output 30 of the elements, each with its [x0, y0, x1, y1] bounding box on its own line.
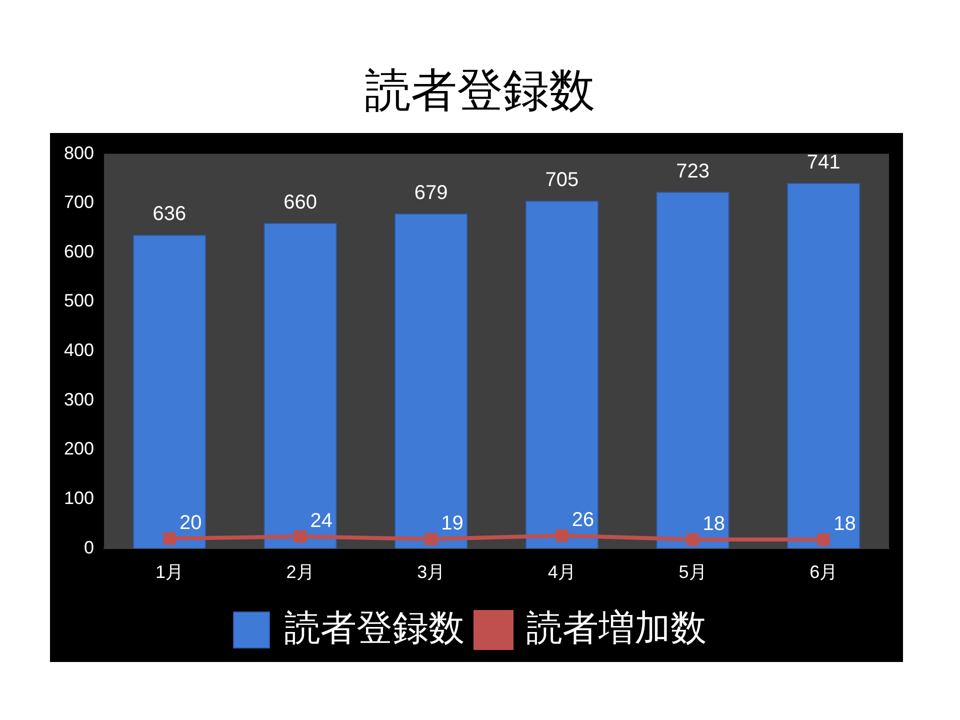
y-tick-label: 500: [64, 290, 94, 311]
x-tick-label: 6月: [810, 562, 838, 582]
data-label: 660: [284, 191, 317, 214]
data-label: 19: [441, 512, 464, 535]
y-tick-label: 700: [64, 192, 94, 212]
y-tick-label: 400: [64, 340, 94, 360]
x-tick-label: 5月: [678, 562, 707, 582]
y-tick-label: 0: [84, 537, 94, 558]
data-label: 705: [545, 169, 579, 192]
y-tick-label: 600: [64, 241, 94, 262]
x-tick-label: 2月: [286, 562, 314, 582]
legend-label: 読者登録数: [284, 606, 464, 648]
data-label: 636: [152, 203, 186, 226]
y-tick-label: 300: [64, 389, 94, 410]
data-label: 24: [310, 510, 333, 532]
x-tick-label: 4月: [548, 562, 576, 582]
data-label: 741: [806, 151, 840, 174]
data-label: 18: [702, 513, 726, 536]
y-tick-label: 100: [64, 488, 94, 508]
data-label: 723: [676, 160, 710, 182]
data-label: 679: [414, 182, 448, 204]
y-tick-label: 200: [64, 438, 94, 459]
y-tick-label: 800: [64, 142, 94, 163]
legend-label: 読者増加数: [526, 606, 706, 648]
data-label: 18: [834, 513, 856, 536]
chart-title: 読者登録数: [364, 63, 596, 118]
data-label: 20: [179, 512, 202, 534]
data-label: 26: [572, 509, 594, 532]
x-tick-label: 1月: [155, 562, 184, 582]
x-tick-label: 3月: [417, 562, 446, 582]
